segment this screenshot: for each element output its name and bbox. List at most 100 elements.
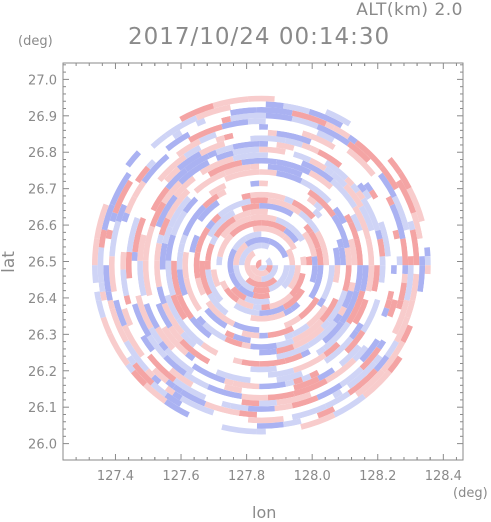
radar-cell (298, 310, 316, 327)
radar-cell (179, 395, 215, 416)
radar-cell (216, 186, 251, 205)
radar-cell (309, 369, 320, 379)
radar-cell (224, 336, 243, 348)
radar-cell (165, 234, 176, 261)
radar-cell (247, 95, 275, 102)
radar-cell (219, 280, 229, 291)
radar-cell (325, 364, 358, 390)
radar-cell (145, 361, 156, 372)
radar-cell (284, 352, 303, 364)
radar-cell (164, 399, 190, 418)
radar-cell (380, 340, 406, 373)
radar-cell (195, 117, 207, 127)
radar-cell (407, 291, 423, 327)
radar-cell (125, 362, 136, 374)
x-axis-unit: (deg) (453, 486, 488, 501)
radar-cell (316, 297, 326, 308)
radar-cell (215, 129, 226, 138)
radar-cell (293, 151, 312, 163)
radar-cell (315, 346, 327, 356)
y-ticks: 26.0 26.1 26.2 26.3 26.4 26.5 26.6 26.7 26.8 26.9… (28, 64, 463, 453)
radar-cell (125, 251, 133, 279)
radar-cell (232, 141, 260, 150)
radar-cell (362, 189, 372, 200)
radar-cell (205, 269, 224, 303)
radar-cell (215, 369, 251, 384)
radar-cell (247, 118, 266, 125)
radar-cell (276, 355, 312, 372)
radar-cell (165, 138, 191, 158)
radar-cell (113, 332, 132, 359)
radar-cell (180, 331, 197, 348)
radar-cell (355, 369, 385, 398)
radar-cell (300, 172, 326, 191)
radar-cell (207, 292, 229, 316)
radar-cell (241, 203, 260, 212)
radar-cell (103, 238, 112, 266)
radar-cell (150, 286, 161, 305)
radar-cell (341, 221, 354, 241)
radar-cell (241, 318, 269, 328)
radar-cell (265, 424, 302, 435)
radar-cell (250, 186, 278, 194)
radar-cell (308, 170, 334, 190)
radar-cell (390, 265, 397, 275)
radar-cell (156, 286, 167, 305)
radar-cell (316, 123, 351, 146)
radar-cell (267, 124, 304, 136)
radar-cell (349, 329, 359, 340)
radar-cell (344, 176, 355, 187)
radar-cell (216, 189, 227, 199)
radar-cell (224, 169, 260, 182)
radar-cell (241, 192, 251, 200)
radar-cell (332, 265, 341, 283)
radar-cell (224, 342, 243, 354)
radar-cell (232, 152, 269, 162)
radar-cell (342, 265, 352, 292)
radar-cell (378, 221, 391, 257)
radar-cell (392, 273, 403, 301)
radar-cell (291, 248, 301, 266)
radar-cell (317, 384, 328, 394)
radar-cell (244, 231, 262, 241)
radar-cell (346, 361, 377, 389)
radar-cell (292, 352, 327, 374)
radar-cell (250, 197, 269, 204)
radar-cell (213, 216, 236, 238)
radar-cell (267, 244, 283, 259)
radar-cell (179, 234, 188, 245)
radar-cell (165, 260, 176, 297)
radar-cell (241, 341, 251, 350)
radar-cell (287, 265, 301, 290)
radar-cell (317, 149, 343, 168)
radar-cell (259, 140, 269, 147)
radar-cell (215, 144, 234, 155)
radar-cell (252, 286, 271, 294)
radar-cell (332, 145, 364, 172)
radar-cell (105, 291, 113, 301)
radar-cell (283, 214, 307, 235)
radar-cell (267, 180, 303, 196)
radar-cell (301, 373, 312, 383)
radar-cell (161, 325, 189, 356)
radar-cell (309, 139, 336, 157)
radar-cell (389, 307, 402, 327)
radar-cell (191, 363, 226, 384)
radar-cell (419, 256, 426, 266)
radar-cell (387, 355, 403, 374)
radar-cell (185, 351, 196, 362)
radar-cell (134, 165, 151, 184)
radar-cell (386, 290, 395, 301)
radar-cell (114, 256, 123, 293)
radar-cell (322, 320, 345, 344)
radar-cell (207, 353, 234, 369)
radar-cell (98, 282, 106, 293)
radar-cell (142, 178, 162, 204)
radar-cell (154, 242, 162, 261)
radar-cell (255, 259, 262, 270)
radar-cell (109, 308, 129, 343)
x-ticks: 127.4 127.6 127.8 128.0 128.2 128.4 (62, 63, 462, 484)
radar-cell (194, 176, 227, 201)
radar-cell (101, 203, 115, 231)
radar-cell (325, 357, 357, 384)
